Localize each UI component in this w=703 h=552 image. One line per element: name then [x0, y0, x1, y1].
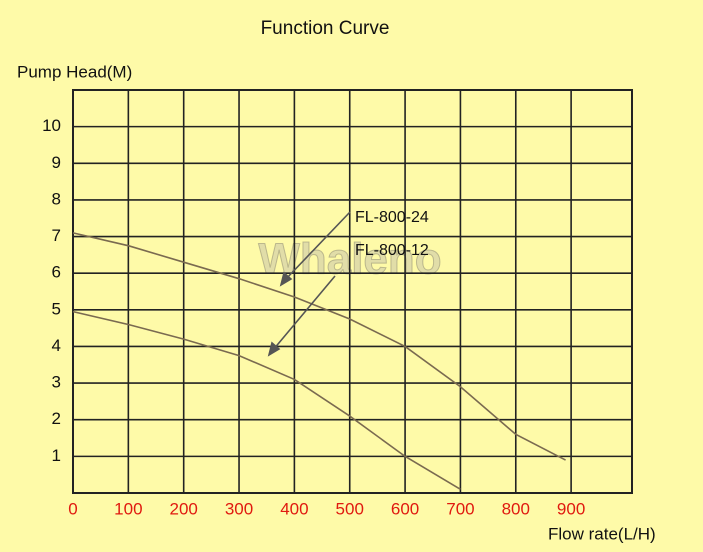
y-tick-label: 6 — [52, 263, 61, 282]
series-annotation: FL-800-12 — [355, 242, 429, 259]
y-tick-label: 10 — [42, 116, 61, 135]
y-axis-label: Pump Head(M) — [17, 62, 132, 81]
x-tick-label: 900 — [557, 499, 585, 518]
y-tick-label: 2 — [52, 409, 61, 428]
series-line — [72, 310, 461, 491]
arrow-head — [279, 271, 293, 287]
y-tick-label: 5 — [52, 299, 61, 318]
y-tick-label: 8 — [52, 189, 61, 208]
y-tick-label: 9 — [52, 153, 61, 172]
x-tick-label: 600 — [391, 499, 419, 518]
x-tick-label: 700 — [446, 499, 474, 518]
arrow-head — [267, 341, 281, 357]
x-tick-label: 0 — [68, 499, 77, 518]
x-tick-label: 100 — [114, 499, 142, 518]
arrow-line — [272, 275, 336, 351]
x-tick-label: 400 — [280, 499, 308, 518]
y-tick-label: 7 — [52, 226, 61, 245]
x-tick-label: 300 — [225, 499, 253, 518]
x-axis-label: Flow rate(L/H) — [548, 524, 656, 543]
series-annotation: FL-800-24 — [355, 209, 429, 226]
y-tick-label: 1 — [52, 446, 61, 465]
y-tick-label: 3 — [52, 373, 61, 392]
x-tick-label: 500 — [336, 499, 364, 518]
annotation-arrows — [267, 211, 351, 357]
x-tick-label: 200 — [170, 499, 198, 518]
x-tick-label: 800 — [502, 499, 530, 518]
arrow-line — [284, 211, 351, 281]
chart-title: Function Curve — [261, 18, 390, 39]
series-line — [72, 232, 566, 461]
y-tick-label: 4 — [52, 336, 61, 355]
